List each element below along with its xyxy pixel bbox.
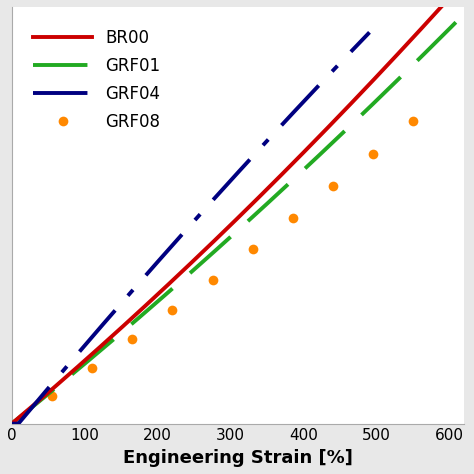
- BR00: [89, 351, 95, 357]
- GRF08: [129, 336, 135, 342]
- BR00: [276, 175, 282, 181]
- GRF04: [72, 354, 78, 360]
- GRF08: [250, 246, 255, 252]
- GRF04: [9, 421, 15, 427]
- GRF01: [273, 192, 279, 198]
- GRF08: [170, 307, 175, 312]
- GRF08: [49, 393, 55, 399]
- BR00: [9, 421, 15, 427]
- GRF01: [9, 421, 15, 427]
- BR00: [350, 99, 356, 105]
- Line: GRF04: GRF04: [12, 32, 370, 424]
- X-axis label: Engineering Strain [%]: Engineering Strain [%]: [123, 449, 353, 467]
- GRF08: [330, 183, 336, 189]
- GRF08: [210, 277, 215, 283]
- GRF01: [347, 123, 353, 129]
- GRF08: [89, 365, 95, 371]
- BR00: [214, 236, 219, 241]
- GRF08: [9, 421, 15, 427]
- GRF04: [101, 320, 107, 326]
- GRF04: [248, 156, 254, 162]
- GRF04: [220, 187, 226, 192]
- GRF04: [171, 241, 176, 247]
- Legend: BR00, GRF01, GRF04, GRF08: BR00, GRF01, GRF04, GRF08: [20, 15, 173, 144]
- Line: BR00: BR00: [12, 0, 465, 424]
- GRF04: [367, 29, 373, 35]
- Line: GRF08: GRF08: [7, 116, 418, 428]
- GRF04: [278, 123, 284, 128]
- GRF01: [309, 160, 314, 165]
- Line: GRF01: GRF01: [12, 18, 461, 424]
- GRF08: [410, 118, 416, 124]
- BR00: [125, 319, 131, 324]
- GRF01: [124, 325, 130, 331]
- GRF01: [458, 15, 464, 20]
- GRF08: [290, 215, 296, 221]
- GRF08: [370, 151, 376, 156]
- BR00: [311, 139, 317, 145]
- GRF01: [212, 248, 218, 254]
- GRF01: [88, 356, 94, 361]
